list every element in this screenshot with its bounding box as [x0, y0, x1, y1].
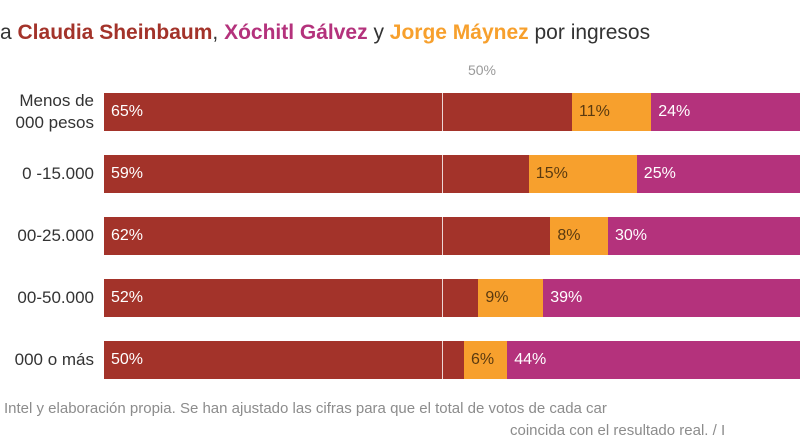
- title-candidate-maynez: Jorge Máynez: [389, 21, 529, 44]
- data-label: 44%: [514, 351, 547, 368]
- data-label: 8%: [557, 227, 581, 244]
- data-label: 62%: [111, 227, 144, 244]
- footnote-line-1: Intel y elaboración propia. Se han ajust…: [4, 400, 607, 417]
- category-label: 000 o más: [14, 350, 94, 369]
- data-label: 25%: [643, 165, 676, 182]
- data-label: 39%: [550, 289, 583, 306]
- category-label: 00-50.000: [17, 288, 94, 307]
- category-label: 00-25.000: [17, 226, 94, 245]
- title-candidate-sheinbaum: Claudia Sheinbaum: [17, 21, 213, 44]
- bar-segment-sheinbaum: 62%: [104, 217, 551, 255]
- bar-segment-maynez: 15%: [528, 155, 637, 193]
- footnote-line-2: coincida con el resultado real. / I: [510, 422, 726, 439]
- bar-segment-galvez: 24%: [651, 93, 800, 131]
- bar-segment-sheinbaum: 59%: [104, 155, 529, 193]
- footnote: Intel y elaboración propia. Se han ajust…: [0, 398, 800, 442]
- bar-segment-maynez: 9%: [478, 279, 544, 317]
- bar-segment-sheinbaum: 65%: [104, 93, 572, 131]
- data-label: 65%: [111, 103, 144, 120]
- bar-segment-galvez: 39%: [543, 279, 800, 317]
- title-sep-2: y: [367, 21, 390, 44]
- bar-segment-sheinbaum: 52%: [104, 279, 479, 317]
- category-label: 0 -15.000: [22, 164, 94, 183]
- title-sep-1: ,: [212, 21, 225, 44]
- data-label: 59%: [111, 165, 144, 182]
- midline-label: 50%: [467, 62, 497, 78]
- data-label: 24%: [658, 103, 691, 120]
- data-label: 15%: [535, 165, 568, 182]
- bar-segment-galvez: 44%: [507, 341, 800, 379]
- data-label: 6%: [471, 351, 495, 368]
- bar-segment-maynez: 8%: [550, 217, 608, 255]
- reference-line-50: [442, 82, 443, 380]
- data-label: 50%: [111, 351, 144, 368]
- data-label: 9%: [485, 289, 509, 306]
- bar-segment-maynez: 6%: [464, 341, 508, 379]
- chart-title: a Claudia Sheinbaum, Xóchitl Gálvez y Jo…: [0, 16, 800, 50]
- data-label: 52%: [111, 289, 144, 306]
- title-suffix: por ingresos: [528, 21, 651, 44]
- bar-segment-galvez: 30%: [608, 217, 800, 255]
- title-prefix: a: [0, 21, 18, 44]
- data-label: 11%: [579, 103, 610, 120]
- category-label: Menos de 000 pesos: [15, 91, 94, 132]
- bar-segment-sheinbaum: 50%: [104, 341, 464, 379]
- bar-segment-galvez: 25%: [636, 155, 800, 193]
- data-label: 30%: [615, 227, 648, 244]
- title-candidate-galvez: Xóchitl Gálvez: [224, 21, 368, 44]
- bar-segment-maynez: 11%: [572, 93, 652, 131]
